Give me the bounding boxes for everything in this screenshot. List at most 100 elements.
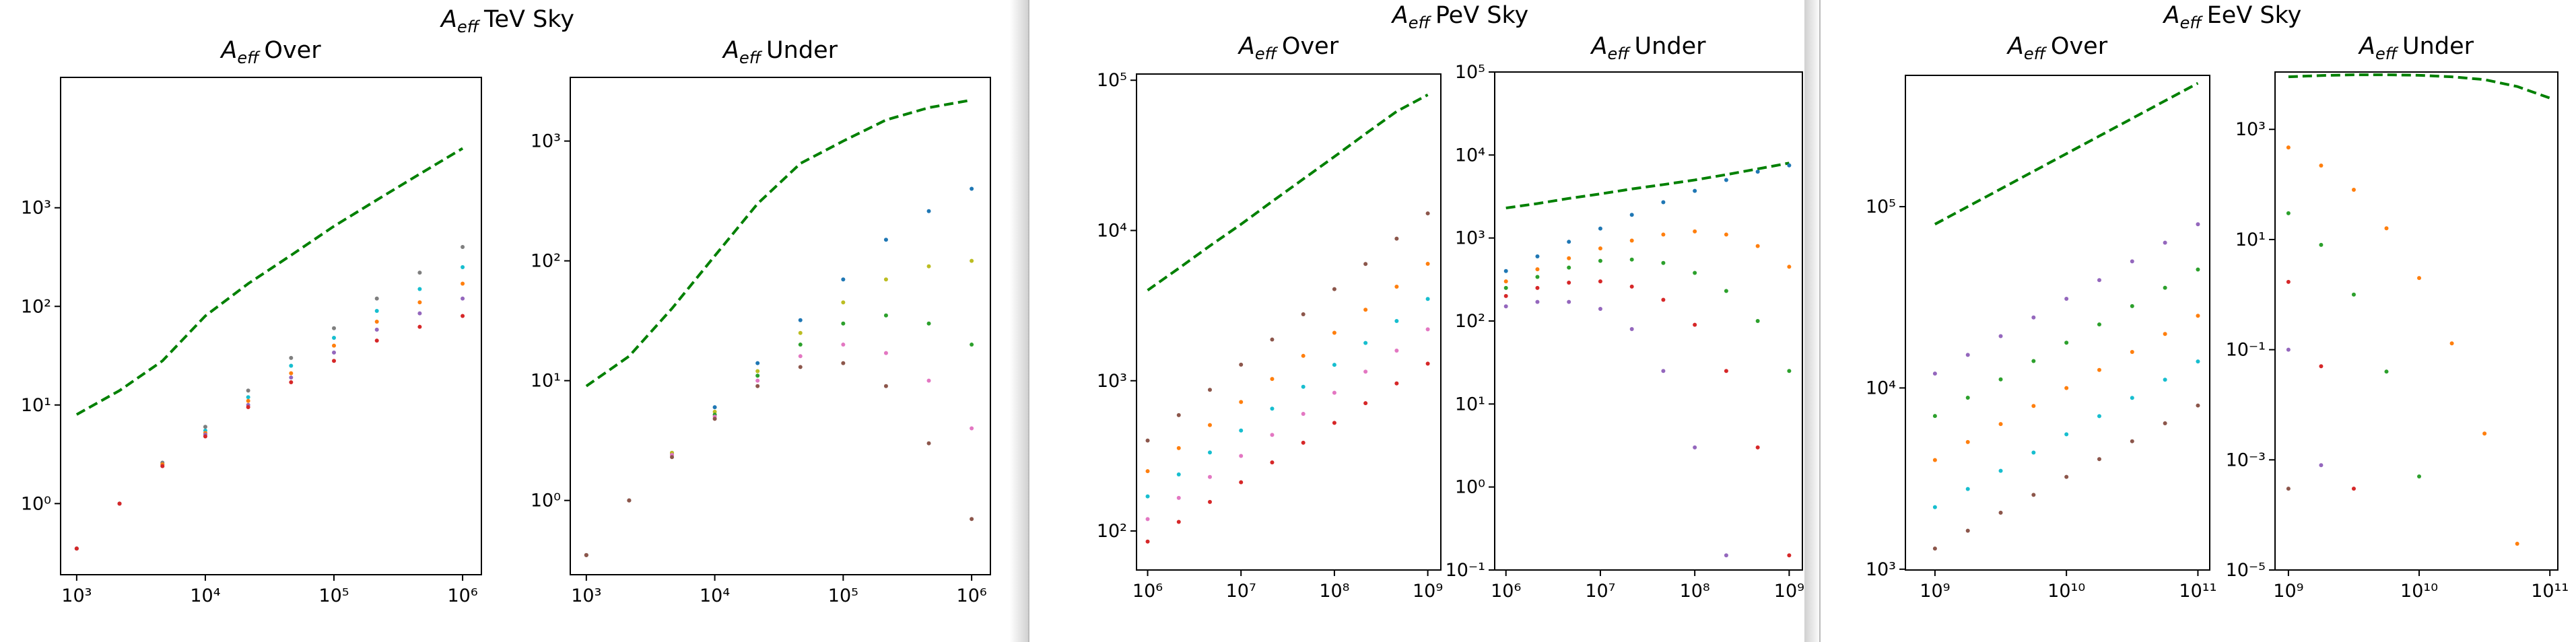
data-point bbox=[374, 319, 379, 324]
data-point bbox=[417, 300, 422, 305]
y-tick-label: 10¹ bbox=[21, 395, 51, 416]
y-tick-label: 10⁰ bbox=[1455, 477, 1485, 498]
data-point bbox=[1239, 480, 1244, 485]
data-point bbox=[1239, 400, 1244, 404]
symbol: A bbox=[440, 6, 457, 33]
data-point bbox=[461, 264, 465, 269]
data-point bbox=[1503, 279, 1508, 284]
data-point bbox=[1145, 494, 1150, 499]
y-tick-label: 10² bbox=[1455, 311, 1485, 332]
data-point bbox=[1332, 363, 1336, 367]
symbol: A bbox=[219, 37, 237, 64]
data-point bbox=[2286, 145, 2291, 150]
data-point bbox=[1932, 546, 1937, 551]
data-point bbox=[203, 425, 207, 429]
symbol-subscript: eff bbox=[2375, 44, 2399, 63]
data-point bbox=[2031, 450, 2036, 455]
data-point bbox=[2319, 164, 2324, 168]
data-point bbox=[2351, 188, 2356, 192]
data-point bbox=[1425, 297, 1430, 301]
y-tick-label: 10³ bbox=[531, 131, 561, 152]
x-tick-label: 10⁴ bbox=[190, 585, 220, 606]
x-tick-label: 10⁹ bbox=[1774, 581, 1804, 602]
data-point bbox=[712, 405, 717, 410]
data-point bbox=[1176, 472, 1181, 476]
data-point bbox=[2449, 341, 2454, 346]
data-point bbox=[1535, 299, 1540, 304]
x-tick-label: 10⁸ bbox=[1680, 581, 1710, 602]
y-tick-label: 10⁴ bbox=[1866, 378, 1896, 398]
plot-area bbox=[1932, 81, 2200, 551]
data-point bbox=[289, 363, 294, 368]
data-point bbox=[2163, 240, 2167, 245]
data-point bbox=[2064, 341, 2069, 345]
data-point bbox=[1363, 369, 1368, 374]
dashed-line bbox=[1934, 81, 2199, 225]
data-point bbox=[1503, 269, 1508, 273]
data-point bbox=[1998, 422, 2003, 427]
symbol: A bbox=[1590, 33, 1608, 60]
data-point bbox=[1693, 229, 1697, 234]
data-point bbox=[1270, 460, 1275, 465]
data-point bbox=[798, 318, 803, 322]
x-tick-label: 10⁹ bbox=[1920, 581, 1950, 602]
symbol-subscript: eff bbox=[1409, 13, 1432, 32]
data-point bbox=[1270, 406, 1275, 411]
data-point bbox=[2417, 276, 2422, 281]
y-tick-label: 10³ bbox=[2235, 119, 2266, 140]
data-point bbox=[374, 327, 379, 332]
data-point bbox=[2196, 314, 2200, 318]
data-point bbox=[2130, 304, 2134, 308]
axes-frame bbox=[1905, 75, 2210, 571]
data-point bbox=[1661, 232, 1666, 237]
data-point bbox=[1598, 306, 1602, 311]
data-point bbox=[374, 296, 379, 301]
data-point bbox=[246, 395, 250, 400]
data-point bbox=[1332, 330, 1336, 335]
window-shadow bbox=[1010, 0, 1029, 642]
x-tick-label: 10¹⁰ bbox=[2400, 581, 2438, 602]
data-point bbox=[1301, 384, 1306, 389]
data-point bbox=[417, 311, 422, 316]
y-tick-label: 10³ bbox=[1455, 228, 1485, 249]
data-point bbox=[1787, 369, 1792, 373]
plot-area bbox=[2286, 73, 2550, 546]
data-point bbox=[1394, 381, 1399, 386]
figure-title: Aeff PeV Sky bbox=[1391, 2, 1528, 32]
title-text: Under bbox=[1635, 33, 1707, 60]
data-point bbox=[289, 380, 294, 385]
data-point bbox=[712, 417, 717, 421]
y-tick-label: 10¹ bbox=[531, 371, 561, 392]
data-point bbox=[1425, 211, 1430, 216]
x-tick-label: 10⁶ bbox=[1491, 581, 1521, 602]
data-point bbox=[1598, 226, 1602, 231]
axes-title: Aeff Over bbox=[219, 37, 321, 67]
data-point bbox=[1207, 499, 1212, 504]
y-tick-label: 10² bbox=[1097, 521, 1127, 542]
y-tick-label: 10⁴ bbox=[1097, 221, 1127, 242]
data-point bbox=[1965, 396, 1970, 400]
data-point bbox=[2064, 296, 2069, 301]
data-point bbox=[1425, 262, 1430, 266]
dashed-line bbox=[585, 98, 972, 388]
data-point bbox=[755, 373, 760, 378]
data-point bbox=[926, 378, 931, 383]
title-text: Under bbox=[766, 37, 838, 64]
data-point bbox=[926, 264, 931, 269]
x-tick-label: 10⁶ bbox=[1132, 581, 1163, 602]
x-tick-label: 10¹⁰ bbox=[2047, 581, 2085, 602]
symbol-subscript: eff bbox=[237, 48, 261, 67]
data-point bbox=[2286, 279, 2291, 284]
data-point bbox=[1629, 213, 1634, 217]
data-point bbox=[2064, 386, 2069, 390]
data-point bbox=[1724, 553, 1728, 558]
data-point bbox=[1270, 337, 1275, 342]
data-point bbox=[755, 384, 760, 388]
x-tick-label: 10⁴ bbox=[700, 585, 730, 606]
data-point bbox=[1755, 445, 1760, 450]
data-point bbox=[1535, 267, 1540, 272]
data-point bbox=[2031, 493, 2036, 497]
data-point bbox=[1724, 232, 1728, 237]
data-point bbox=[755, 378, 760, 383]
y-tick-label: 10⁵ bbox=[1097, 70, 1127, 91]
